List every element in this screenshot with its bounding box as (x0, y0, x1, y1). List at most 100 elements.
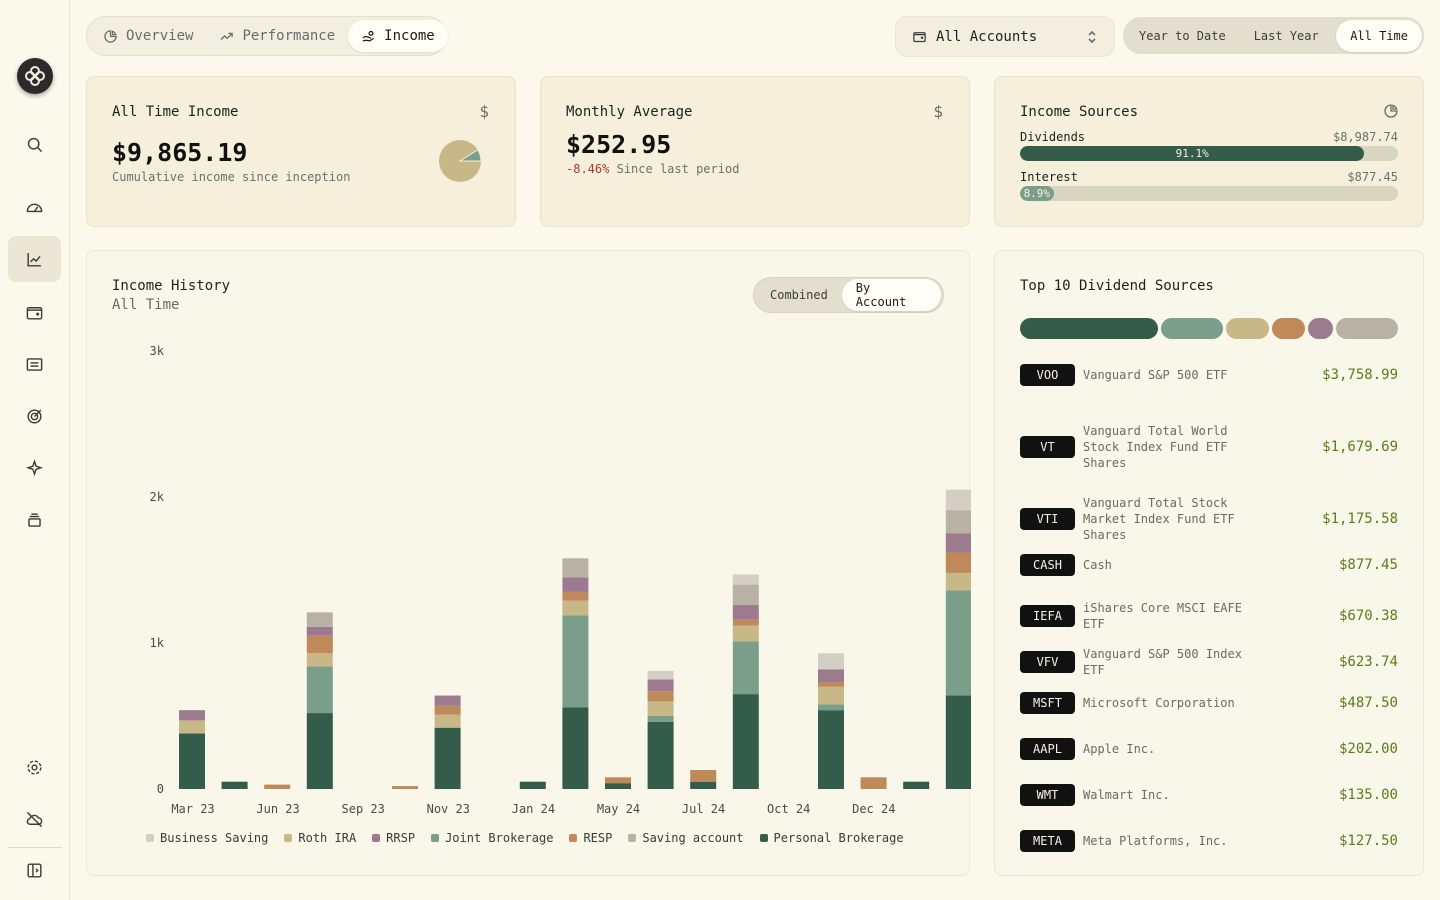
bar-segment[interactable] (732, 605, 759, 620)
bar-segment[interactable] (179, 710, 205, 721)
bar-segment[interactable] (434, 727, 461, 789)
share-segment[interactable] (1160, 318, 1223, 339)
bar-segment[interactable] (306, 612, 333, 627)
bar-segment[interactable] (647, 721, 674, 789)
holding-row[interactable]: CASH Cash $877.45 (1020, 554, 1398, 576)
bar-segment[interactable] (732, 694, 759, 789)
bar-segment[interactable] (945, 590, 971, 696)
holding-row[interactable]: AAPL Apple Inc. $202.00 (1020, 738, 1398, 760)
bar-segment[interactable] (306, 653, 333, 667)
holding-row[interactable]: IEFA iShares Core MSCI EAFE ETF $670.38 (1020, 600, 1398, 632)
sidebar-item-settings[interactable] (8, 744, 61, 790)
holding-row[interactable]: VTI Vanguard Total Stock Market Index Fun… (1020, 495, 1398, 543)
bar-segment[interactable] (306, 626, 333, 636)
sidebar-item-dashboard[interactable] (8, 184, 61, 230)
toggle-by-account[interactable]: By Account (841, 279, 941, 311)
bar-segment[interactable] (690, 770, 717, 782)
bar-segment[interactable] (434, 705, 461, 715)
bar-segment[interactable] (818, 686, 844, 705)
bar-segment[interactable] (647, 701, 674, 716)
tab-performance[interactable]: Performance (206, 20, 348, 52)
share-segment[interactable] (1020, 318, 1158, 339)
holding-row[interactable]: VOO Vanguard S&P 500 ETF $3,758.99 (1020, 364, 1398, 386)
bar-segment[interactable] (818, 710, 844, 789)
bar-segment[interactable] (903, 781, 930, 789)
bar-segment[interactable] (818, 682, 844, 687)
bar-segment[interactable] (818, 704, 844, 711)
bar-segment[interactable] (818, 669, 844, 683)
sidebar-item-accounts[interactable] (8, 289, 61, 335)
period-ytd[interactable]: Year to Date (1139, 28, 1226, 43)
bar-segment[interactable] (647, 691, 674, 702)
bar-segment[interactable] (732, 619, 759, 626)
bar-segment[interactable] (945, 695, 971, 789)
legend-item[interactable]: Saving account (628, 831, 744, 845)
bar-segment[interactable] (945, 489, 971, 511)
bar-segment[interactable] (306, 666, 333, 714)
legend-item[interactable]: RESP (569, 831, 612, 845)
bar-segment[interactable] (945, 572, 971, 591)
bar-segment[interactable] (306, 713, 333, 789)
chart-legend: Business Saving Roth IRA RRSP Joint Brokera… (146, 831, 904, 845)
bar-segment[interactable] (605, 777, 631, 784)
share-segment[interactable] (1336, 318, 1398, 339)
bar-segment[interactable] (605, 783, 631, 789)
sidebar-item-transactions[interactable] (8, 341, 61, 387)
holding-row[interactable]: VFV Vanguard S&P 500 Index ETF $623.74 (1020, 646, 1398, 678)
bar-segment[interactable] (179, 720, 205, 734)
toggle-combined[interactable]: Combined (770, 288, 828, 302)
holding-row[interactable]: VT Vanguard Total World Stock Index Fund … (1020, 423, 1398, 471)
legend-item[interactable]: RRSP (372, 831, 415, 845)
bar-segment[interactable] (732, 641, 759, 695)
bar-segment[interactable] (562, 600, 589, 616)
sidebar-item-goals[interactable] (8, 393, 61, 439)
bar-segment[interactable] (647, 679, 674, 692)
bar-segment[interactable] (392, 786, 418, 789)
share-segment[interactable] (1225, 318, 1270, 339)
bar-segment[interactable] (519, 781, 546, 789)
period-last-year[interactable]: Last Year (1253, 28, 1319, 43)
legend-item[interactable]: Personal Brokerage (759, 831, 904, 845)
bar-segment[interactable] (945, 510, 971, 534)
sidebar-item-insights[interactable] (8, 445, 61, 491)
holding-row[interactable]: MSFT Microsoft Corporation $487.50 (1020, 692, 1398, 714)
bar-segment[interactable] (434, 695, 461, 706)
bar-segment[interactable] (264, 784, 291, 789)
account-select[interactable]: All Accounts (895, 16, 1115, 57)
share-segment[interactable] (1307, 318, 1334, 339)
tab-overview[interactable]: Overview (90, 20, 206, 52)
legend-item[interactable]: Joint Brokerage (431, 831, 553, 845)
holding-row[interactable]: META Meta Platforms, Inc. $127.50 (1020, 830, 1398, 852)
sidebar-item-performance[interactable] (8, 236, 61, 282)
bar-segment[interactable] (945, 533, 971, 553)
bar-segment[interactable] (647, 716, 674, 722)
bar-segment[interactable] (562, 591, 589, 601)
legend-item[interactable]: Roth IRA (284, 831, 356, 845)
bar-segment[interactable] (562, 577, 589, 592)
bar-segment[interactable] (562, 558, 589, 578)
legend-item[interactable]: Business Saving (146, 831, 268, 845)
bar-segment[interactable] (647, 670, 674, 680)
bar-segment[interactable] (818, 653, 844, 670)
bar-segment[interactable] (562, 615, 589, 708)
bar-segment[interactable] (179, 733, 205, 789)
sidebar-item-sync[interactable] (8, 796, 61, 842)
share-segment[interactable] (1272, 318, 1305, 339)
bar-segment[interactable] (945, 552, 971, 573)
holding-row[interactable]: WMT Walmart Inc. $135.00 (1020, 784, 1398, 806)
sidebar-item-holdings[interactable] (8, 497, 61, 543)
bar-segment[interactable] (732, 625, 759, 642)
app-logo[interactable] (17, 58, 53, 94)
bar-segment[interactable] (562, 707, 589, 789)
bar-segment[interactable] (690, 781, 717, 789)
bar-segment[interactable] (860, 777, 887, 789)
bar-segment[interactable] (732, 584, 759, 606)
bar-segment[interactable] (221, 781, 248, 789)
tab-income[interactable]: Income (348, 20, 448, 52)
period-all-time[interactable]: All Time (1336, 19, 1422, 52)
bar-segment[interactable] (306, 635, 333, 654)
sidebar-item-search[interactable] (8, 121, 61, 167)
bar-segment[interactable] (434, 714, 461, 728)
bar-segment[interactable] (732, 574, 759, 585)
sidebar-collapse-button[interactable] (8, 847, 61, 893)
